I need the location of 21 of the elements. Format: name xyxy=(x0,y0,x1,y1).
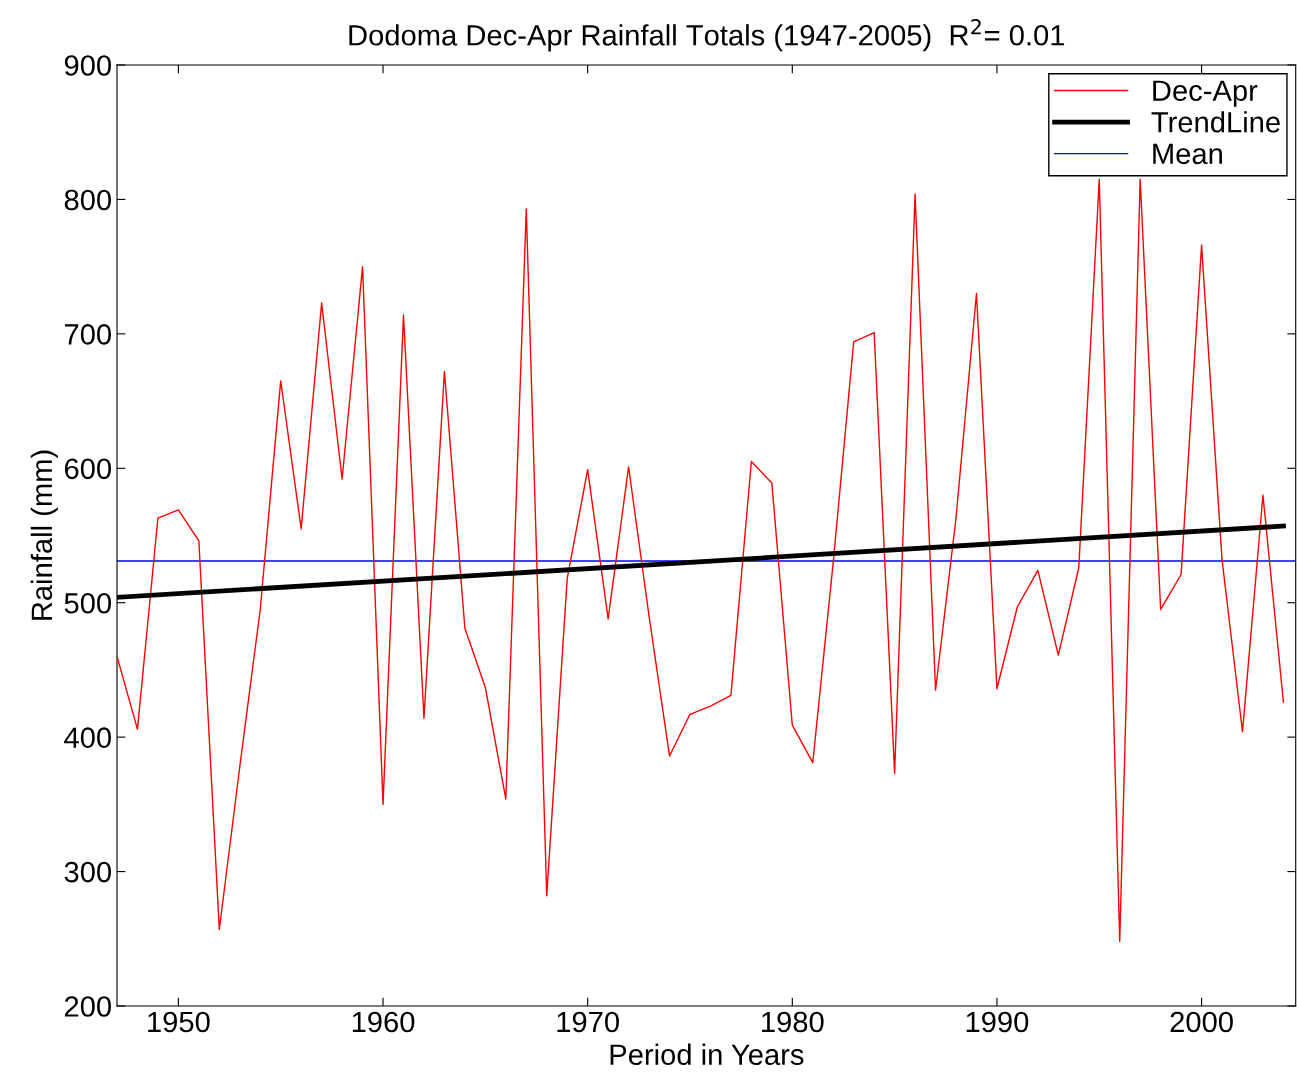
y-tick-label: 900 xyxy=(64,55,111,76)
y-tick-label: 300 xyxy=(64,861,111,883)
x-axis-title: Period in Years xyxy=(610,1043,804,1066)
x-tick-label: 1980 xyxy=(762,1011,824,1033)
legend-label: TrendLine xyxy=(1151,111,1280,133)
y-tick-label: 600 xyxy=(64,458,111,480)
y-tick-label: 800 xyxy=(64,189,111,211)
x-tick-label: 1970 xyxy=(557,1011,619,1033)
y-tick-label: 200 xyxy=(64,996,111,1017)
x-tick-label: 1960 xyxy=(352,1011,415,1033)
legend-label: Dec-Apr xyxy=(1153,80,1258,107)
legend-label: Mean xyxy=(1153,143,1222,165)
x-tick-label: 2000 xyxy=(1170,1011,1233,1033)
line-series xyxy=(117,178,1285,943)
y-tick-label: 400 xyxy=(64,727,111,748)
chart-title: Dodoma Dec-Apr Rainfall Totals (1947-2005) R$^{2}$= 0.01 xyxy=(349,19,1065,52)
x-tick-label: 1990 xyxy=(966,1011,1029,1033)
y-tick-label: 700 xyxy=(64,324,111,345)
x-tick-label: 1950 xyxy=(148,1011,210,1033)
y-axis-title: Rainfall (mm) xyxy=(30,450,58,620)
y-tick-label: 500 xyxy=(64,592,111,614)
